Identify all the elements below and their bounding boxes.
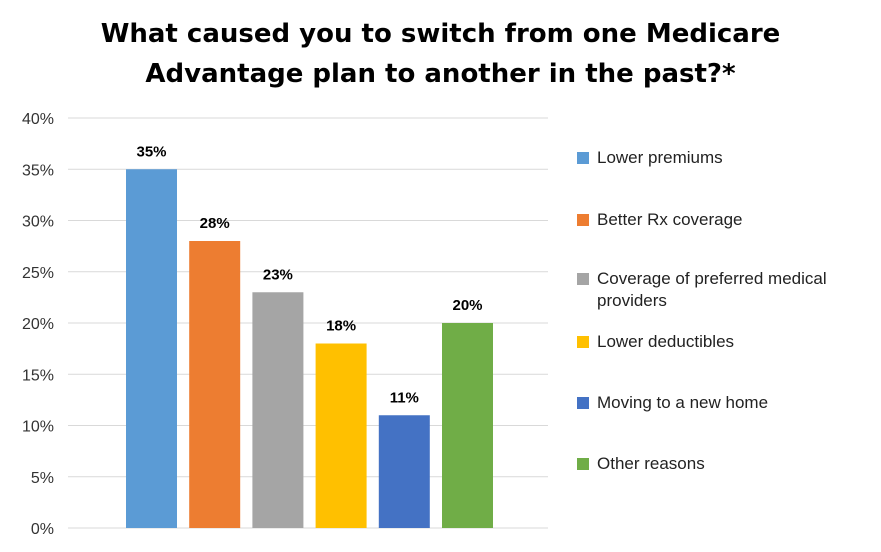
y-tick-label: 0% [31, 521, 54, 538]
legend-swatch [577, 273, 589, 285]
legend-item: Lower deductibles [577, 331, 877, 353]
y-tick-label: 20% [22, 316, 54, 333]
y-tick-label: 10% [22, 419, 54, 436]
legend-swatch [577, 458, 589, 470]
legend-label: Coverage of preferred medical providers [597, 269, 827, 310]
bar [378, 415, 430, 528]
y-tick-label: 5% [31, 470, 54, 487]
chart-title: What caused you to switch from one Medic… [0, 14, 881, 94]
y-tick-label: 15% [22, 367, 54, 384]
bar [252, 292, 304, 528]
bar-data-label: 20% [452, 297, 482, 314]
bar-data-label: 35% [136, 143, 166, 160]
legend-swatch [577, 336, 589, 348]
bar-data-label: 18% [326, 318, 356, 335]
legend-label: Moving to a new home [597, 393, 769, 412]
bar-data-label: 23% [263, 266, 293, 283]
legend-label: Other reasons [597, 454, 705, 473]
legend-swatch [577, 397, 589, 409]
legend-swatch [577, 152, 589, 164]
y-tick-label: 35% [22, 162, 54, 179]
legend-item: Better Rx coverage [577, 209, 877, 231]
bar [442, 323, 493, 528]
legend-item: Other reasons [577, 453, 877, 475]
data-labels: 35% 28% 23% 18% 11% 20% [136, 143, 482, 406]
legend-label: Lower deductibles [597, 332, 735, 351]
chart-title-line-1: What caused you to switch from one Medic… [100, 19, 781, 49]
legend-label: Lower premiums [597, 148, 723, 167]
bar-data-label: 11% [390, 389, 419, 406]
bar-series [126, 169, 493, 528]
y-tick-label: 40% [22, 111, 54, 128]
legend-item: Moving to a new home [577, 392, 877, 414]
y-tick-label: 25% [22, 265, 54, 282]
y-axis: 0% 5% 10% 15% 20% 25% 30% 35% 40% [22, 111, 54, 538]
bar [315, 343, 367, 528]
chart-title-line-2: Advantage plan to another in the past?* [145, 59, 736, 89]
y-tick-label: 30% [22, 214, 54, 231]
legend-label: Better Rx coverage [597, 210, 743, 229]
bar-data-label: 28% [200, 215, 230, 232]
legend-swatch [577, 214, 589, 226]
bar [126, 169, 177, 528]
legend-item: Coverage of preferred medical providers [577, 268, 877, 312]
legend-item: Lower premiums [577, 147, 877, 169]
bar [189, 241, 241, 528]
